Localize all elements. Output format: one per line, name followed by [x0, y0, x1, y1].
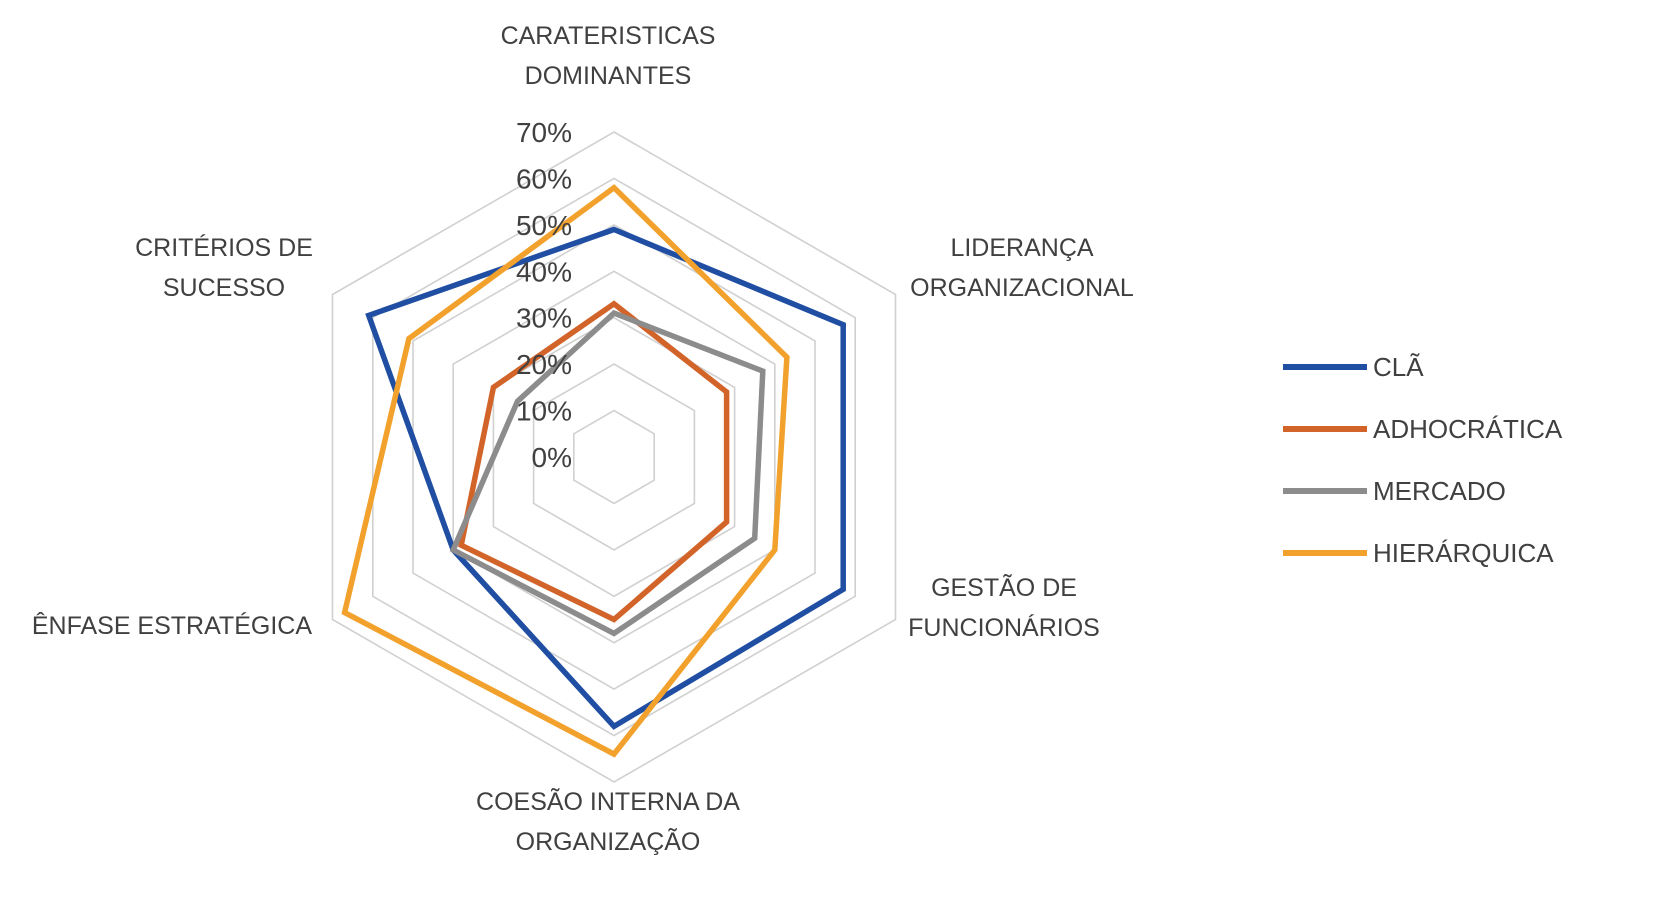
series-line-2 — [449, 309, 766, 637]
tick-label: 70% — [516, 117, 572, 148]
radial-tick-labels: 0% 10% 20% 30% 40% 50% 60% 70% — [516, 117, 572, 473]
category-label: CRITÉRIOS DE SUCESSO — [135, 233, 313, 302]
grid-ring — [532, 363, 696, 551]
category-labels: CARATERISTICAS DOMINANTES LIDERANÇA ORGANIZ… — [32, 22, 1134, 856]
legend-label: CLÃ — [1373, 352, 1424, 382]
tick-label: 30% — [516, 303, 572, 334]
grid-ring — [331, 131, 897, 783]
series-line-0 — [365, 226, 846, 730]
series-line-3 — [341, 184, 790, 758]
tick-label: 0% — [532, 442, 572, 473]
tick-label: 40% — [516, 256, 572, 287]
tick-label: 20% — [516, 349, 572, 380]
tick-label: 60% — [516, 163, 572, 194]
legend-label: MERCADO — [1373, 476, 1506, 506]
category-label: LIDERANÇA ORGANIZACIONAL — [910, 234, 1134, 302]
tick-label: 50% — [516, 210, 572, 241]
legend-label: ADHOCRÁTICA — [1373, 414, 1563, 444]
series-line-1 — [458, 300, 730, 623]
radar-grid — [331, 131, 897, 783]
category-label: ÊNFASE ESTRATÉGICA — [32, 611, 312, 640]
grid-ring — [412, 223, 816, 691]
legend-label: HIERÁRQUICA — [1373, 538, 1554, 568]
legend: CLÃ ADHOCRÁTICA MERCADO HIERÁRQUICA — [1283, 352, 1563, 568]
radar-series — [341, 184, 846, 758]
category-label: GESTÃO DE FUNCIONÁRIOS — [908, 573, 1100, 642]
grid-ring — [371, 177, 857, 737]
category-label: COESÃO INTERNA DA ORGANIZAÇÃO — [476, 787, 740, 856]
category-label: CARATERISTICAS DOMINANTES — [501, 22, 716, 90]
grid-ring — [572, 409, 656, 505]
grid-ring — [452, 270, 776, 644]
tick-label: 10% — [516, 396, 572, 427]
